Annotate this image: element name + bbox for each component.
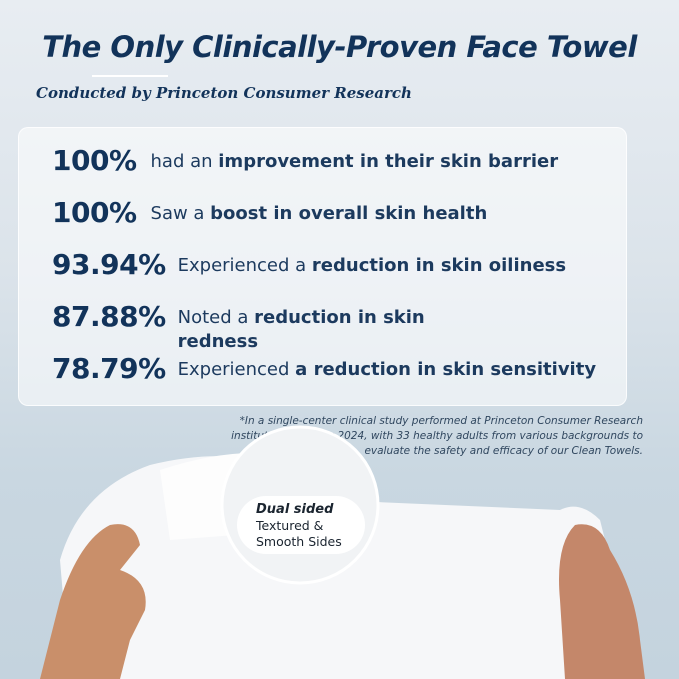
right-hand [559, 524, 645, 679]
stat-row: 78.79% Experienced a reduction in skin se… [52, 352, 596, 385]
stat-text: Experienced [177, 359, 296, 380]
stat-text: Saw a [150, 203, 211, 224]
stat-row: 100% Saw a boost in overall skin health [52, 196, 487, 229]
page-title: The Only Clinically-Proven Face Towel [42, 30, 637, 64]
stat-text: had an [150, 151, 219, 172]
stats-card [18, 127, 627, 406]
stat-text: Noted a [177, 307, 255, 328]
stat-row: 93.94% Experienced a reduction in skin oi… [52, 248, 566, 281]
badge-line: Textured & [256, 518, 324, 533]
stat-highlight: improvement in their skin barrier [218, 151, 559, 172]
stat-value: 100% [52, 196, 137, 229]
badge-heading: Dual sided [256, 502, 334, 517]
stat-value: 87.88% [52, 300, 166, 333]
stat-highlight: a reduction in skin sensitivity [295, 359, 597, 380]
badge-line: Smooth Sides [256, 534, 342, 549]
stat-highlight: boost in overall skin health [210, 203, 488, 224]
stat-value: 78.79% [52, 352, 166, 385]
stat-value: 100% [52, 144, 137, 177]
stat-text: Experienced a [177, 255, 312, 276]
stat-highlight: reduction in skin redness [177, 307, 425, 352]
divider [92, 75, 168, 77]
stat-row: 87.88% Noted a reduction in skin redness [52, 300, 458, 354]
stat-row: 100% had an improvement in their skin bar… [52, 144, 558, 177]
dual-sided-badge: Dual sided Textured & Smooth Sides [237, 496, 365, 554]
stat-value: 93.94% [52, 248, 166, 281]
stat-highlight: reduction in skin oiliness [311, 255, 567, 276]
left-hand [40, 524, 146, 679]
subtitle: Conducted by Princeton Consumer Research [36, 84, 412, 102]
